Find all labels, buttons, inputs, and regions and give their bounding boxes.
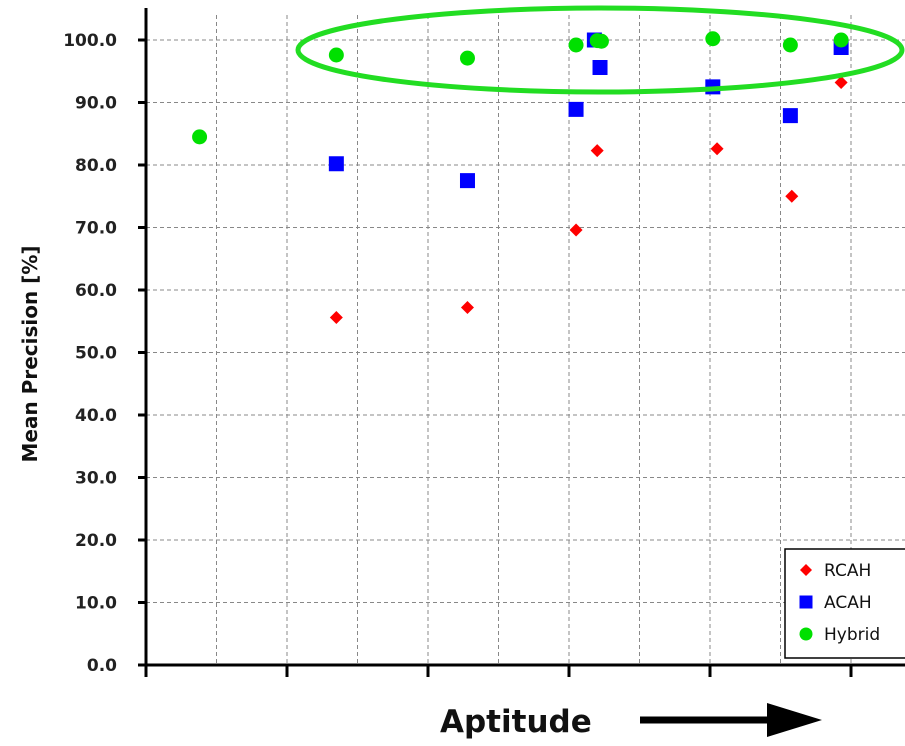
legend-marker-hybrid [799, 627, 813, 641]
y-tick-label: 20.0 [75, 531, 117, 551]
hybrid-point [568, 37, 584, 53]
acah-point [328, 156, 344, 172]
y-tick-label: 0.0 [87, 656, 117, 676]
rcah-point [569, 223, 583, 237]
highlight-ellipse [295, 5, 905, 95]
y-tick-label: 80.0 [75, 156, 117, 176]
hybrid-point [192, 129, 208, 145]
y-tick-label: 10.0 [75, 594, 117, 614]
legend-label-rcah: RCAH [824, 561, 871, 581]
acah-point [592, 60, 608, 75]
acah-point [459, 173, 475, 189]
hybrid-point [833, 32, 849, 48]
grid-lines [146, 15, 905, 665]
y-tick-label: 60.0 [75, 281, 117, 301]
axes [138, 8, 905, 677]
hybrid-point [593, 33, 609, 49]
y-tick-label: 100.0 [63, 31, 117, 51]
y-axis-title: Mean Precision [%] [18, 246, 42, 463]
acah-point [782, 108, 798, 124]
rcah-point [329, 311, 343, 324]
rcah-point [785, 189, 799, 203]
acah-point [568, 101, 584, 117]
y-tick-label: 30.0 [75, 469, 117, 489]
right-arrow-icon [640, 703, 822, 737]
rcah-point [834, 76, 848, 89]
hybrid-point [782, 37, 798, 53]
rcah-point [710, 142, 724, 156]
legend-label-acah: ACAH [824, 593, 872, 613]
hybrid-point [459, 50, 475, 66]
legend-label-hybrid: Hybrid [824, 625, 880, 645]
y-tick-labels: 0.0 10.0 20.0 30.0 40.0 50.0 60.0 70.0 80.0 90.0 1… [63, 31, 117, 676]
data-points [192, 31, 849, 324]
rcah-point [590, 144, 604, 158]
hybrid-point [328, 47, 344, 63]
rcah-point [460, 301, 474, 314]
hybrid-point [705, 31, 721, 47]
legend-marker-rcah [800, 564, 812, 576]
legend: RCAH ACAH Hybrid [784, 548, 905, 659]
y-tick-label: 90.0 [75, 94, 117, 114]
y-tick-label: 50.0 [75, 344, 117, 364]
x-axis-title: Aptitude [440, 704, 592, 740]
y-tick-label: 40.0 [75, 406, 117, 426]
y-tick-label: 70.0 [75, 219, 117, 239]
legend-marker-acah [799, 595, 813, 609]
